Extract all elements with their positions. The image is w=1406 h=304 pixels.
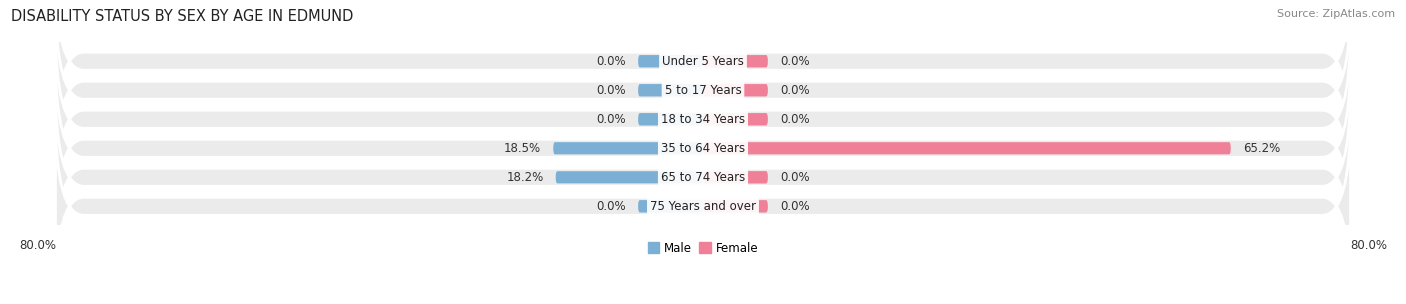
FancyBboxPatch shape [703, 171, 768, 183]
FancyBboxPatch shape [55, 0, 1351, 183]
Text: 5 to 17 Years: 5 to 17 Years [665, 84, 741, 97]
FancyBboxPatch shape [703, 84, 768, 96]
FancyBboxPatch shape [703, 55, 768, 67]
FancyBboxPatch shape [55, 0, 1351, 154]
FancyBboxPatch shape [703, 200, 768, 212]
Text: DISABILITY STATUS BY SEX BY AGE IN EDMUND: DISABILITY STATUS BY SEX BY AGE IN EDMUN… [11, 9, 354, 24]
FancyBboxPatch shape [55, 114, 1351, 299]
FancyBboxPatch shape [703, 55, 768, 67]
FancyBboxPatch shape [638, 200, 703, 212]
Text: 80.0%: 80.0% [20, 239, 56, 252]
FancyBboxPatch shape [638, 84, 703, 96]
FancyBboxPatch shape [703, 113, 768, 125]
Text: 0.0%: 0.0% [596, 84, 626, 97]
FancyBboxPatch shape [638, 55, 703, 67]
FancyBboxPatch shape [703, 171, 768, 183]
Text: Source: ZipAtlas.com: Source: ZipAtlas.com [1277, 9, 1395, 19]
FancyBboxPatch shape [638, 84, 703, 96]
Text: 0.0%: 0.0% [596, 200, 626, 213]
Text: 0.0%: 0.0% [780, 55, 810, 68]
FancyBboxPatch shape [638, 55, 703, 67]
Text: 65.2%: 65.2% [1243, 142, 1279, 155]
Text: 18 to 34 Years: 18 to 34 Years [661, 113, 745, 126]
Text: 80.0%: 80.0% [1350, 239, 1386, 252]
Text: 65 to 74 Years: 65 to 74 Years [661, 171, 745, 184]
FancyBboxPatch shape [553, 142, 703, 154]
FancyBboxPatch shape [638, 113, 703, 125]
Text: 0.0%: 0.0% [780, 171, 810, 184]
Text: 75 Years and over: 75 Years and over [650, 200, 756, 213]
FancyBboxPatch shape [638, 113, 703, 125]
FancyBboxPatch shape [703, 113, 768, 125]
FancyBboxPatch shape [703, 200, 768, 212]
Text: 0.0%: 0.0% [596, 55, 626, 68]
Text: 0.0%: 0.0% [780, 113, 810, 126]
FancyBboxPatch shape [555, 171, 703, 183]
Text: 18.5%: 18.5% [503, 142, 541, 155]
Text: 35 to 64 Years: 35 to 64 Years [661, 142, 745, 155]
Text: 0.0%: 0.0% [596, 113, 626, 126]
FancyBboxPatch shape [55, 27, 1351, 212]
Text: 0.0%: 0.0% [780, 200, 810, 213]
FancyBboxPatch shape [55, 56, 1351, 241]
Text: 0.0%: 0.0% [780, 84, 810, 97]
FancyBboxPatch shape [55, 85, 1351, 270]
FancyBboxPatch shape [638, 200, 703, 212]
Text: 18.2%: 18.2% [506, 171, 544, 184]
Text: Under 5 Years: Under 5 Years [662, 55, 744, 68]
FancyBboxPatch shape [703, 84, 768, 96]
Legend: Male, Female: Male, Female [643, 237, 763, 260]
FancyBboxPatch shape [703, 142, 1230, 154]
